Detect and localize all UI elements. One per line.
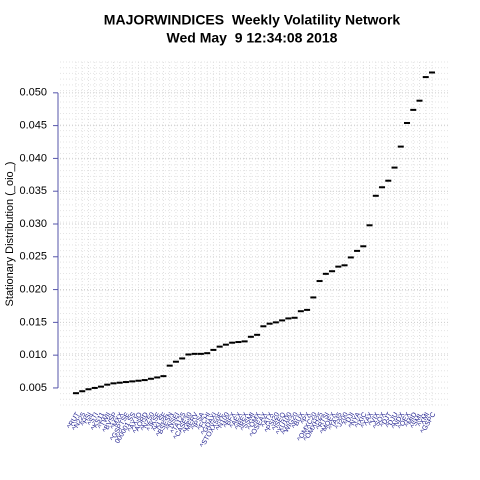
point	[416, 99, 423, 102]
point	[104, 383, 111, 386]
y-tick-label: 0.005	[19, 382, 47, 394]
chart-title: MAJORWINDICES Weekly Volatility Network	[104, 12, 401, 28]
point	[160, 375, 167, 378]
point	[166, 364, 173, 367]
point	[122, 381, 129, 384]
point	[135, 379, 142, 382]
point	[191, 352, 198, 355]
y-tick-label: 0.035	[19, 185, 47, 197]
point	[79, 390, 86, 393]
point	[404, 121, 411, 124]
point	[410, 108, 417, 111]
point	[316, 280, 323, 283]
point	[185, 353, 192, 356]
point	[85, 388, 92, 391]
point	[73, 392, 79, 395]
y-tick-label: 0.040	[19, 152, 47, 164]
y-tick-label: 0.020	[19, 283, 47, 295]
point	[260, 325, 267, 328]
point	[247, 335, 254, 338]
point	[360, 245, 367, 248]
point	[266, 322, 273, 325]
point	[347, 256, 354, 259]
point	[304, 308, 311, 311]
point	[154, 376, 161, 379]
point	[279, 319, 286, 322]
point	[285, 317, 292, 320]
point	[197, 352, 204, 355]
point	[379, 186, 386, 189]
point	[172, 360, 179, 363]
point	[97, 385, 104, 388]
point	[391, 166, 398, 169]
chart-subtitle: Wed May 9 12:34:08 2018	[167, 30, 338, 46]
point	[222, 343, 229, 346]
y-tick-label: 0.015	[19, 316, 47, 328]
point	[354, 249, 361, 252]
point	[272, 321, 279, 324]
point	[229, 341, 236, 344]
y-axis-label: Stationary Distribution (_oio_)	[4, 162, 16, 307]
point	[335, 265, 342, 268]
point	[341, 264, 348, 267]
point	[385, 179, 392, 182]
point	[254, 333, 261, 336]
point	[116, 381, 123, 384]
point	[372, 194, 379, 197]
point	[204, 352, 211, 355]
point	[322, 272, 329, 275]
point	[310, 296, 317, 299]
point	[129, 380, 136, 383]
point	[216, 345, 223, 348]
point	[297, 310, 304, 313]
y-tick-label: 0.025	[19, 251, 47, 263]
y-tick-label: 0.050	[19, 87, 47, 99]
point	[179, 357, 186, 360]
y-tick-label: 0.010	[19, 349, 47, 361]
point	[422, 76, 429, 79]
point	[210, 348, 217, 351]
y-tick-label: 0.045	[19, 120, 47, 132]
point	[141, 379, 148, 382]
point	[110, 382, 117, 385]
point	[366, 224, 373, 227]
y-tick-label: 0.030	[19, 218, 47, 230]
point	[397, 145, 404, 148]
point	[235, 341, 242, 344]
point	[147, 377, 154, 380]
point	[429, 71, 435, 74]
point	[329, 270, 336, 273]
point	[241, 340, 248, 343]
point	[291, 316, 298, 319]
point	[91, 386, 98, 389]
